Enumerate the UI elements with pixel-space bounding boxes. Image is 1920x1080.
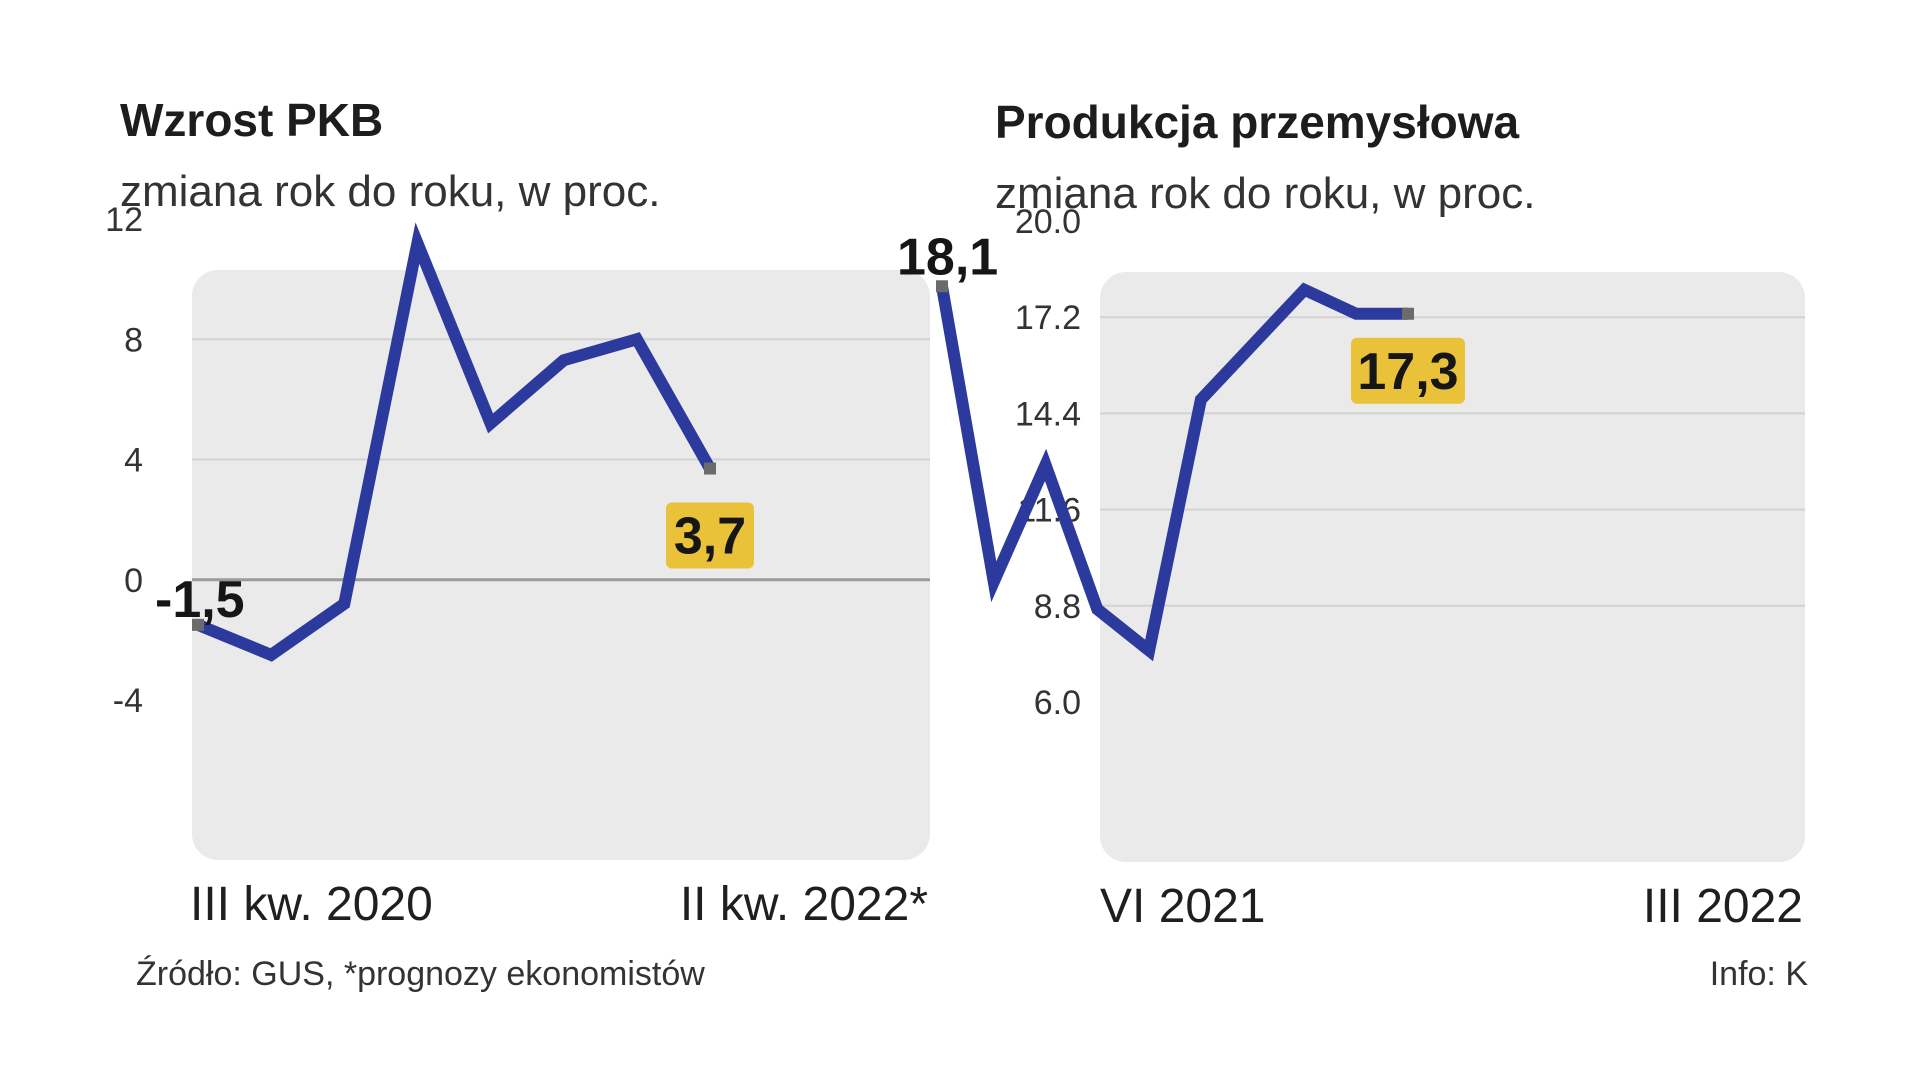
gdp-y-tick-label: 12 <box>105 201 143 239</box>
gdp-end-marker <box>704 462 716 475</box>
gdp-series: -1,5 3,7 <box>155 222 754 662</box>
industry-series-line <box>936 282 1408 662</box>
gdp-y-axis: 12 8 4 0 -4 <box>105 201 143 720</box>
industry-last-value-label: 17,3 <box>1357 343 1458 401</box>
industry-y-tick-label: 8.8 <box>1034 588 1081 626</box>
industry-plot-area <box>1100 272 1805 862</box>
gdp-x-start-label: III kw. 2020 <box>190 878 433 931</box>
industry-chart-subtitle: zmiana rok do roku, w proc. <box>995 169 1535 218</box>
gdp-y-tick-label: 8 <box>124 321 143 359</box>
gdp-chart-subtitle: zmiana rok do roku, w proc. <box>120 167 660 216</box>
gdp-x-end-label: II kw. 2022* <box>680 878 928 931</box>
gdp-chart-title: Wzrost PKB <box>120 94 383 146</box>
industry-y-axis: 20.017.214.411.68.86.0 <box>1015 203 1081 722</box>
industry-series: 18,1 17,3 <box>897 228 1465 662</box>
industry-last-value-badge <box>1351 337 1465 404</box>
industry-chart-title: Produkcja przemysłowa <box>995 96 1519 148</box>
gdp-series-line <box>195 222 716 662</box>
gdp-chart: Wzrost PKB zmiana rok do roku, w proc. 1… <box>105 94 930 931</box>
industry-chart: Produkcja przemysłowa zmiana rok do roku… <box>897 96 1805 933</box>
gdp-start-marker <box>192 618 204 631</box>
gdp-first-value-label: -1,5 <box>155 571 245 629</box>
gdp-y-tick-label: 0 <box>124 562 143 600</box>
gdp-y-tick-label: -4 <box>113 682 143 720</box>
gdp-last-value-badge <box>666 502 754 569</box>
gdp-y-tick-label: 4 <box>124 442 143 480</box>
industry-y-tick-label: 14.4 <box>1015 395 1081 433</box>
industry-x-end-label: III 2022 <box>1643 880 1803 933</box>
industry-y-tick-label: 17.2 <box>1015 299 1081 337</box>
industry-first-value-label: 18,1 <box>897 228 998 286</box>
industry-end-marker <box>1402 307 1414 320</box>
gdp-grid <box>192 338 930 582</box>
industry-y-tick-label: 6.0 <box>1034 684 1081 722</box>
industry-grid <box>1100 316 1805 607</box>
industry-y-tick-label: 20.0 <box>1015 203 1081 241</box>
industry-start-marker <box>936 280 948 293</box>
source-note: Źródło: GUS, *prognozy ekonomistów <box>136 955 705 993</box>
info-credit: Info: K <box>1710 955 1809 993</box>
industry-x-start-label: VI 2021 <box>1100 880 1265 933</box>
gdp-last-value-label: 3,7 <box>674 508 746 566</box>
